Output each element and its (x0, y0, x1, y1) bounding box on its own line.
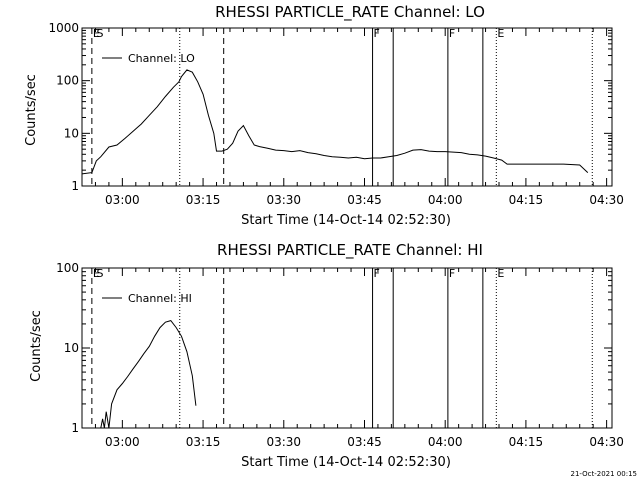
annotation-label: F (374, 267, 380, 280)
legend-label: Channel: HI (128, 292, 192, 305)
annotation-label: F (449, 27, 455, 40)
x-tick-label: 04:00 (428, 193, 463, 207)
x-axis-label: Start Time (14-Oct-14 02:52:30) (241, 455, 451, 470)
x-tick-label: 03:15 (186, 435, 221, 449)
x-tick-label: 04:30 (589, 435, 624, 449)
y-tick-label: 10 (64, 341, 79, 355)
x-tick-label: 03:30 (266, 435, 301, 449)
annotation-label: E (497, 27, 504, 40)
y-tick-label: 100 (56, 74, 79, 88)
chart-title: RHESSI PARTICLE_RATE Channel: HI (217, 241, 483, 260)
x-tick-label: 04:15 (509, 435, 544, 449)
annotation-label: E (497, 267, 504, 280)
chart-title: RHESSI PARTICLE_RATE Channel: LO (215, 3, 485, 22)
y-tick-label: 10 (64, 126, 79, 140)
series-line (81, 69, 589, 175)
y-tick-label: 1 (71, 421, 79, 435)
date-stamp: 21-Oct-2021 00:15 (571, 470, 637, 478)
x-tick-label: 04:00 (428, 435, 463, 449)
y-axis-label: Counts/sec (29, 310, 44, 382)
x-tick-label: 04:15 (509, 193, 544, 207)
legend-label: Channel: LO (128, 52, 195, 65)
x-axis-label: Start Time (14-Oct-14 02:52:30) (241, 213, 451, 228)
x-tick-label: 03:45 (347, 435, 382, 449)
x-tick-label: 03:00 (105, 435, 140, 449)
y-tick-label: 100 (56, 261, 79, 275)
x-tick-label: 03:15 (186, 193, 221, 207)
annotation-label: E (93, 27, 100, 40)
annotation-label: F (449, 267, 455, 280)
x-tick-label: 03:00 (105, 193, 140, 207)
x-tick-label: 03:45 (347, 193, 382, 207)
y-tick-label: 1 (71, 179, 79, 193)
x-tick-label: 04:30 (589, 193, 624, 207)
annotation-label: E (93, 267, 100, 280)
y-axis-label: Counts/sec (24, 74, 39, 146)
annotation-label: S (96, 267, 103, 280)
chart-panel-hi: RHESSI PARTICLE_RATE Channel: HI Counts/… (29, 241, 624, 470)
plot-frame (81, 27, 613, 187)
chart-panel-lo: RHESSI PARTICLE_RATE Channel: LO Counts/… (24, 3, 624, 228)
x-tick-label: 03:30 (266, 193, 301, 207)
annotation-label: S (96, 27, 103, 40)
series-line (100, 320, 197, 429)
annotation-label: F (374, 27, 380, 40)
y-tick-label: 1000 (48, 21, 79, 35)
